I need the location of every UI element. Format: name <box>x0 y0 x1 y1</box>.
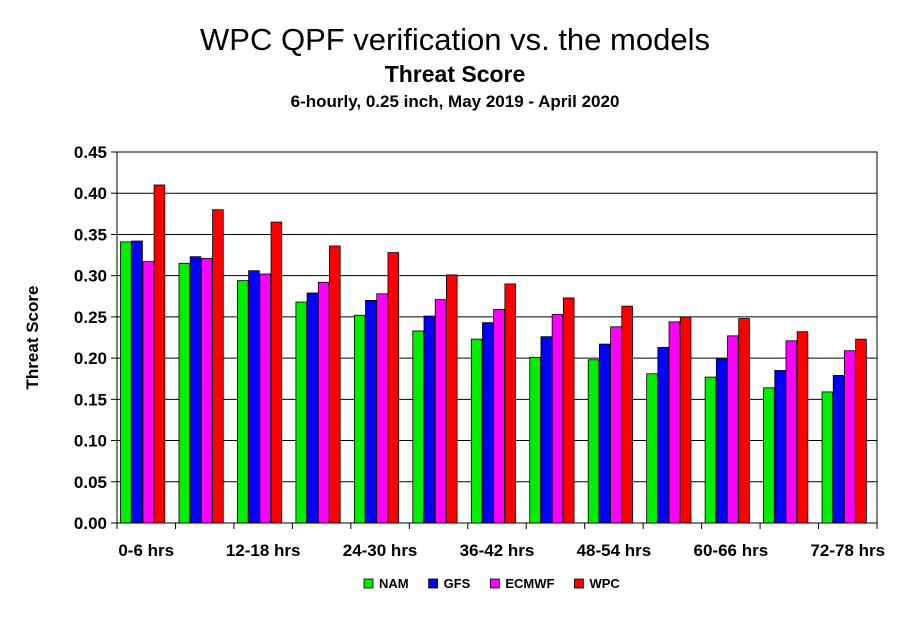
x-tick-label: 72-78 hrs <box>810 541 885 560</box>
y-tick-label: 0.00 <box>74 514 107 533</box>
bar-ecmwf <box>727 335 739 524</box>
bar-nam <box>529 356 541 524</box>
bar-gfs <box>540 336 553 524</box>
legend-swatch-ecmwf <box>489 578 500 589</box>
bar-ecmwf <box>434 299 447 524</box>
bar-ecmwf <box>259 273 271 524</box>
x-tick-label: 24-30 hrs <box>343 541 418 560</box>
bar-gfs <box>657 346 669 524</box>
bar-ecmwf <box>610 326 622 524</box>
x-tick-label: 36-42 hrs <box>460 541 535 560</box>
y-tick-label: 0.30 <box>74 267 107 286</box>
y-tick-label: 0.10 <box>74 432 107 451</box>
bar-gfs <box>774 370 786 524</box>
legend-swatch-nam <box>363 578 374 589</box>
y-tick-label: 0.45 <box>74 143 107 162</box>
bar-wpc <box>153 184 166 524</box>
bar-ecmwf <box>317 281 330 524</box>
bar-ecmwf <box>493 309 505 524</box>
chart-subtitle-period: 6-hourly, 0.25 inch, May 2019 - April 20… <box>290 92 620 111</box>
bar-nam <box>178 262 191 524</box>
y-axis-label: Threat Score <box>23 286 42 390</box>
bar-nam <box>295 301 307 524</box>
x-tick-label: 48-54 hrs <box>577 541 652 560</box>
bar-gfs <box>365 299 377 524</box>
bar-ecmwf <box>844 350 856 524</box>
bar-gfs <box>131 240 143 524</box>
bar-nam <box>646 373 658 524</box>
bar-gfs <box>189 256 202 524</box>
bar-nam <box>587 359 600 524</box>
y-tick-label: 0.25 <box>74 308 107 327</box>
bar-wpc <box>504 283 516 524</box>
bar-wpc <box>796 331 809 524</box>
x-tick-label: 60-66 hrs <box>694 541 769 560</box>
bar-gfs <box>248 270 260 524</box>
bar-ecmwf <box>142 261 154 524</box>
bar-nam <box>353 314 366 524</box>
bar-nam <box>704 376 717 524</box>
bar-gfs <box>715 358 728 524</box>
bar-wpc <box>329 245 341 524</box>
legend-label-wpc: WPC <box>589 576 620 591</box>
bar-wpc <box>562 297 575 524</box>
bar-gfs <box>306 292 319 524</box>
bar-ecmwf <box>668 321 681 524</box>
y-tick-label: 0.05 <box>74 473 107 492</box>
bar-nam <box>412 330 424 524</box>
bar-wpc <box>621 305 633 524</box>
bar-nam <box>763 387 775 524</box>
bar-gfs <box>598 343 611 524</box>
bar-ecmwf <box>785 340 798 524</box>
bar-wpc <box>738 318 750 524</box>
bar-ecmwf <box>551 314 564 524</box>
bar-gfs <box>832 375 845 524</box>
bar-wpc <box>270 221 283 524</box>
bar-nam <box>470 338 483 524</box>
bar-nam <box>237 280 249 524</box>
legend-label-ecmwf: ECMWF <box>505 576 554 591</box>
y-tick-label: 0.20 <box>74 349 107 368</box>
y-tick-label: 0.15 <box>74 390 107 409</box>
bar-ecmwf <box>376 293 388 524</box>
bar-nam <box>120 241 132 524</box>
y-tick-label: 0.35 <box>74 225 107 244</box>
x-tick-label: 12-18 hrs <box>226 541 301 560</box>
bar-wpc <box>679 316 692 524</box>
legend-swatch-gfs <box>428 578 439 589</box>
legend-label-nam: NAM <box>379 576 409 591</box>
bar-ecmwf <box>200 257 213 524</box>
bar-wpc <box>446 274 458 524</box>
bar-gfs <box>423 315 436 524</box>
bar-wpc <box>387 252 400 524</box>
chart-subtitle: Threat Score <box>384 61 526 87</box>
bar-gfs <box>482 322 494 524</box>
bar-wpc <box>855 338 867 524</box>
bar-wpc <box>212 209 224 524</box>
y-tick-label: 0.40 <box>74 184 107 203</box>
x-tick-label: 0-6 hrs <box>118 541 174 560</box>
bar-nam <box>821 391 834 524</box>
legend-swatch-wpc <box>574 578 584 589</box>
legend-label-gfs: GFS <box>444 576 471 591</box>
chart-title: WPC QPF verification vs. the models <box>200 22 710 57</box>
